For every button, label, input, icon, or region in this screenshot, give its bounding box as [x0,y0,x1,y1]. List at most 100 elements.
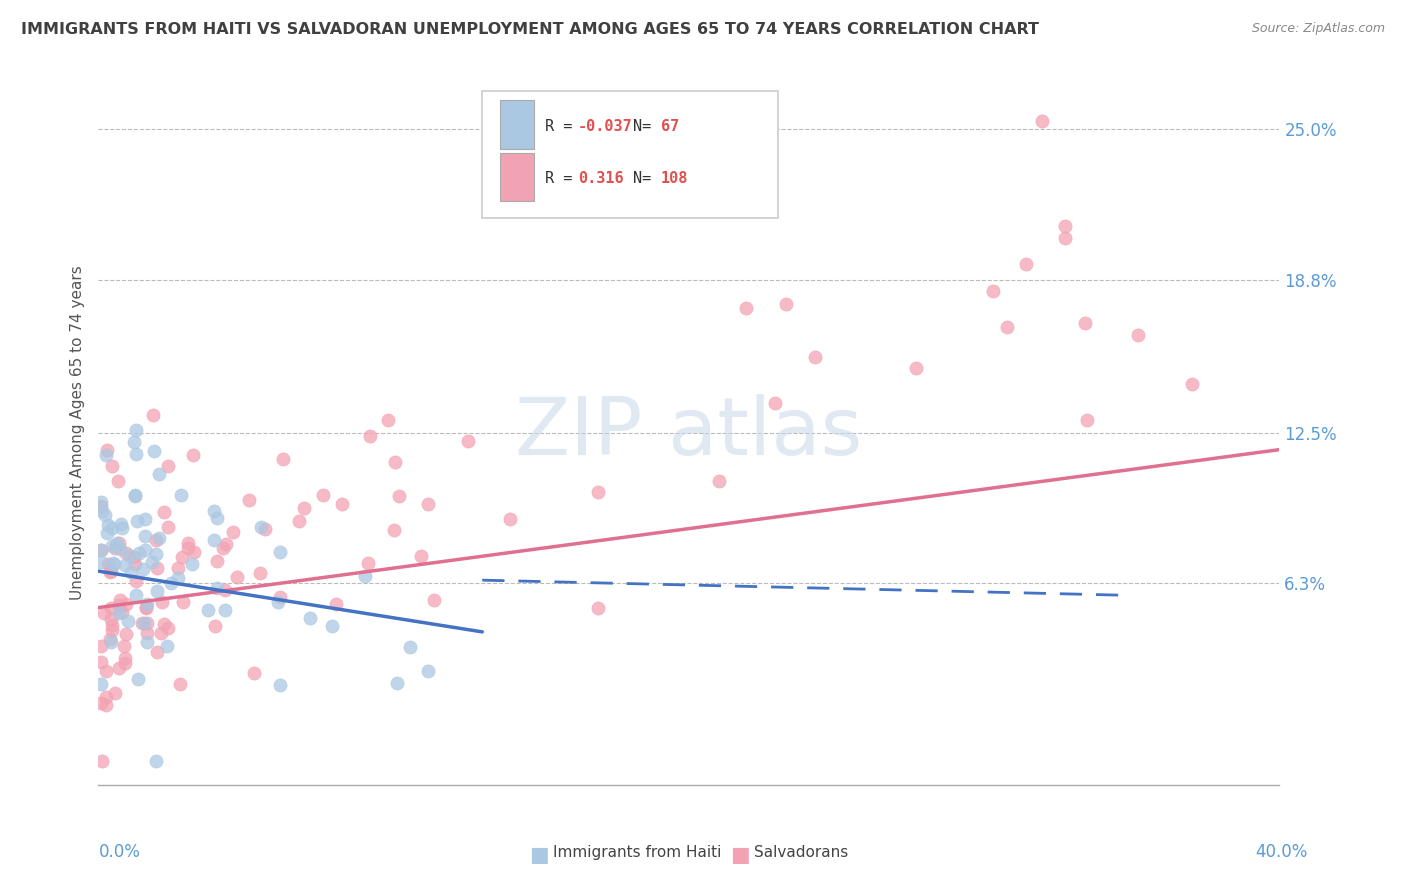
Point [117,614,139,628]
Point [586,485,609,500]
Point [205,554,228,568]
Point [214,583,236,598]
Point [90,499,112,513]
FancyBboxPatch shape [501,153,534,202]
Point [110,516,132,531]
Point [125,514,148,528]
Point [360,429,382,443]
Point [125,447,148,461]
Point [90,677,112,691]
Point [1181,377,1204,392]
Point [100,564,122,578]
Point [146,645,169,659]
Point [132,616,155,631]
Point [156,621,179,635]
Point [202,504,225,518]
Point [148,467,170,481]
Text: -0.037: -0.037 [578,119,633,134]
Point [197,603,219,617]
Point [135,600,157,615]
Point [205,581,228,595]
Point [134,512,156,526]
Point [267,595,290,609]
Point [90,655,112,669]
Point [101,521,124,535]
Point [94,508,117,522]
Point [90,555,112,569]
Text: 108: 108 [661,171,688,186]
Text: ■: ■ [530,845,550,865]
Text: R =: R = [546,171,581,186]
Text: 0.0%: 0.0% [98,843,141,861]
Point [103,686,125,700]
Point [103,557,125,571]
Point [115,597,138,611]
Point [148,531,170,545]
Point [97,557,120,571]
Point [98,632,121,647]
Point [96,525,118,540]
Point [90,542,112,557]
Point [150,594,173,608]
Point [145,533,167,548]
Text: 40.0%: 40.0% [1256,843,1308,861]
Point [177,536,200,550]
Point [108,592,131,607]
Point [120,565,142,579]
Text: Source: ZipAtlas.com: Source: ZipAtlas.com [1251,22,1385,36]
Point [422,593,444,607]
Point [1126,328,1149,343]
Point [177,541,200,555]
Point [384,455,406,469]
Point [146,583,169,598]
Text: N=: N= [634,119,661,134]
Point [709,474,731,488]
Point [269,590,291,604]
Point [145,754,167,768]
Point [100,635,122,649]
Point [499,512,522,526]
Text: ■: ■ [730,845,749,865]
Point [141,555,163,569]
Point [399,640,422,655]
Point [145,547,167,561]
Point [145,561,167,575]
Point [214,537,236,551]
Point [271,451,294,466]
Point [135,600,157,615]
Point [157,520,180,534]
Text: N=: N= [634,171,661,186]
Point [108,541,131,556]
Point [288,514,311,528]
Point [124,488,146,502]
Point [357,557,380,571]
Point [131,615,153,630]
Point [377,413,399,427]
Point [142,443,165,458]
Point [125,588,148,602]
Point [134,529,156,543]
Point [904,361,927,376]
Point [136,626,159,640]
Point [100,600,122,615]
Point [103,557,125,571]
Point [330,497,353,511]
Point [222,524,245,539]
Point [804,350,827,364]
Point [124,488,146,502]
Point [94,664,117,678]
Point [1076,413,1098,427]
Point [98,565,121,579]
Point [124,574,146,588]
Point [101,624,124,638]
Point [105,536,128,550]
Point [202,533,225,547]
Point [108,598,131,612]
Point [91,504,114,518]
Point [214,603,236,617]
Point [107,475,129,489]
Point [136,598,159,612]
Point [169,677,191,691]
Point [152,505,174,519]
Point [354,568,377,582]
